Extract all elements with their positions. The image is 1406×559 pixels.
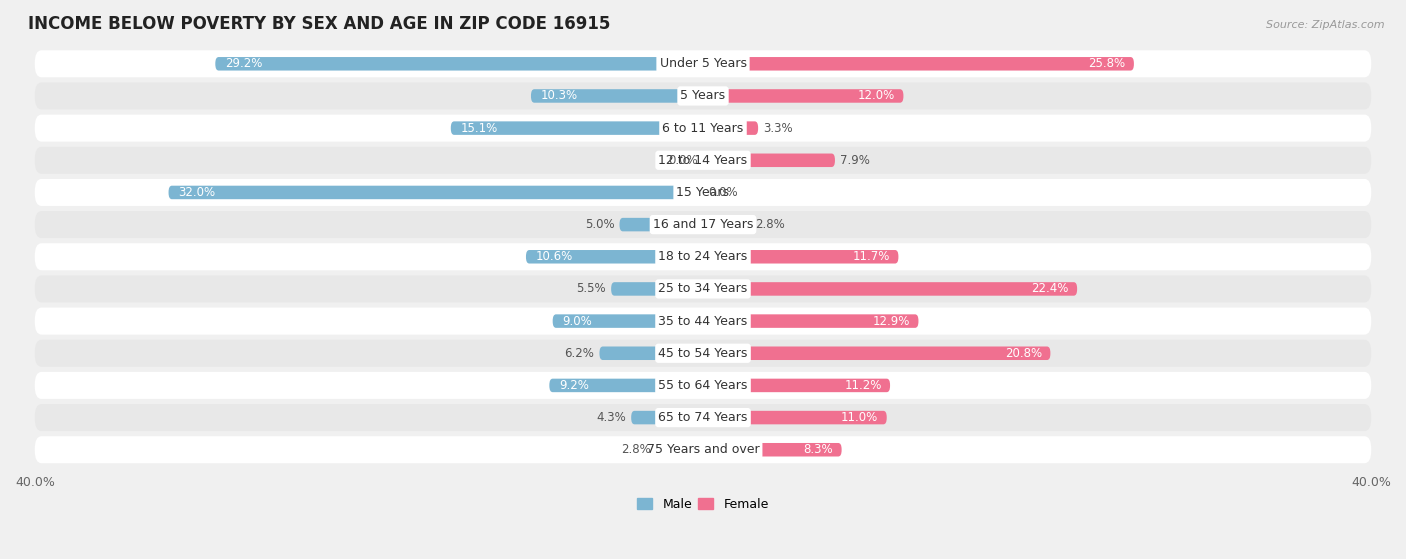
FancyBboxPatch shape: [215, 57, 703, 70]
Text: 0.0%: 0.0%: [709, 186, 738, 199]
Text: 10.3%: 10.3%: [541, 89, 578, 102]
Text: 55 to 64 Years: 55 to 64 Years: [658, 379, 748, 392]
Text: 20.8%: 20.8%: [1005, 347, 1042, 360]
Text: 16 and 17 Years: 16 and 17 Years: [652, 218, 754, 231]
Text: 11.7%: 11.7%: [852, 250, 890, 263]
Text: 5.5%: 5.5%: [576, 282, 606, 295]
Text: 9.0%: 9.0%: [562, 315, 592, 328]
FancyBboxPatch shape: [703, 57, 1133, 70]
FancyBboxPatch shape: [703, 282, 1077, 296]
FancyBboxPatch shape: [550, 378, 703, 392]
Text: 11.2%: 11.2%: [845, 379, 882, 392]
Text: 5.0%: 5.0%: [585, 218, 614, 231]
FancyBboxPatch shape: [703, 250, 898, 263]
FancyBboxPatch shape: [703, 378, 890, 392]
Text: 10.6%: 10.6%: [536, 250, 574, 263]
Text: 25.8%: 25.8%: [1088, 57, 1126, 70]
Text: 2.8%: 2.8%: [621, 443, 651, 456]
Legend: Male, Female: Male, Female: [633, 492, 773, 516]
Text: 3.3%: 3.3%: [763, 122, 793, 135]
FancyBboxPatch shape: [599, 347, 703, 360]
FancyBboxPatch shape: [526, 250, 703, 263]
Text: 4.3%: 4.3%: [596, 411, 626, 424]
FancyBboxPatch shape: [35, 372, 1371, 399]
Text: 15 Years: 15 Years: [676, 186, 730, 199]
Text: 12 to 14 Years: 12 to 14 Years: [658, 154, 748, 167]
Text: 5 Years: 5 Years: [681, 89, 725, 102]
FancyBboxPatch shape: [35, 404, 1371, 431]
FancyBboxPatch shape: [703, 218, 749, 231]
FancyBboxPatch shape: [703, 89, 904, 103]
Text: 45 to 54 Years: 45 to 54 Years: [658, 347, 748, 360]
FancyBboxPatch shape: [612, 282, 703, 296]
Text: 2.8%: 2.8%: [755, 218, 785, 231]
FancyBboxPatch shape: [169, 186, 703, 199]
FancyBboxPatch shape: [703, 347, 1050, 360]
FancyBboxPatch shape: [703, 411, 887, 424]
FancyBboxPatch shape: [35, 147, 1371, 174]
Text: INCOME BELOW POVERTY BY SEX AND AGE IN ZIP CODE 16915: INCOME BELOW POVERTY BY SEX AND AGE IN Z…: [28, 15, 610, 33]
FancyBboxPatch shape: [703, 443, 842, 457]
FancyBboxPatch shape: [631, 411, 703, 424]
FancyBboxPatch shape: [703, 314, 918, 328]
FancyBboxPatch shape: [703, 121, 758, 135]
Text: 25 to 34 Years: 25 to 34 Years: [658, 282, 748, 295]
Text: 15.1%: 15.1%: [461, 122, 498, 135]
Text: 0.0%: 0.0%: [668, 154, 697, 167]
Text: Under 5 Years: Under 5 Years: [659, 57, 747, 70]
Text: 22.4%: 22.4%: [1032, 282, 1069, 295]
FancyBboxPatch shape: [35, 211, 1371, 238]
FancyBboxPatch shape: [553, 314, 703, 328]
FancyBboxPatch shape: [35, 115, 1371, 141]
Text: 6 to 11 Years: 6 to 11 Years: [662, 122, 744, 135]
Text: 75 Years and over: 75 Years and over: [647, 443, 759, 456]
Text: 18 to 24 Years: 18 to 24 Years: [658, 250, 748, 263]
FancyBboxPatch shape: [657, 443, 703, 457]
FancyBboxPatch shape: [35, 276, 1371, 302]
Text: Source: ZipAtlas.com: Source: ZipAtlas.com: [1267, 20, 1385, 30]
FancyBboxPatch shape: [35, 340, 1371, 367]
FancyBboxPatch shape: [35, 436, 1371, 463]
Text: 65 to 74 Years: 65 to 74 Years: [658, 411, 748, 424]
FancyBboxPatch shape: [35, 307, 1371, 335]
Text: 7.9%: 7.9%: [839, 154, 870, 167]
FancyBboxPatch shape: [451, 121, 703, 135]
FancyBboxPatch shape: [35, 243, 1371, 271]
Text: 35 to 44 Years: 35 to 44 Years: [658, 315, 748, 328]
FancyBboxPatch shape: [531, 89, 703, 103]
Text: 6.2%: 6.2%: [565, 347, 595, 360]
FancyBboxPatch shape: [703, 154, 835, 167]
Text: 11.0%: 11.0%: [841, 411, 879, 424]
Text: 29.2%: 29.2%: [225, 57, 263, 70]
FancyBboxPatch shape: [35, 50, 1371, 77]
Text: 32.0%: 32.0%: [179, 186, 215, 199]
FancyBboxPatch shape: [35, 82, 1371, 110]
Text: 9.2%: 9.2%: [560, 379, 589, 392]
Text: 8.3%: 8.3%: [804, 443, 834, 456]
FancyBboxPatch shape: [35, 179, 1371, 206]
Text: 12.0%: 12.0%: [858, 89, 896, 102]
Text: 12.9%: 12.9%: [873, 315, 910, 328]
FancyBboxPatch shape: [620, 218, 703, 231]
